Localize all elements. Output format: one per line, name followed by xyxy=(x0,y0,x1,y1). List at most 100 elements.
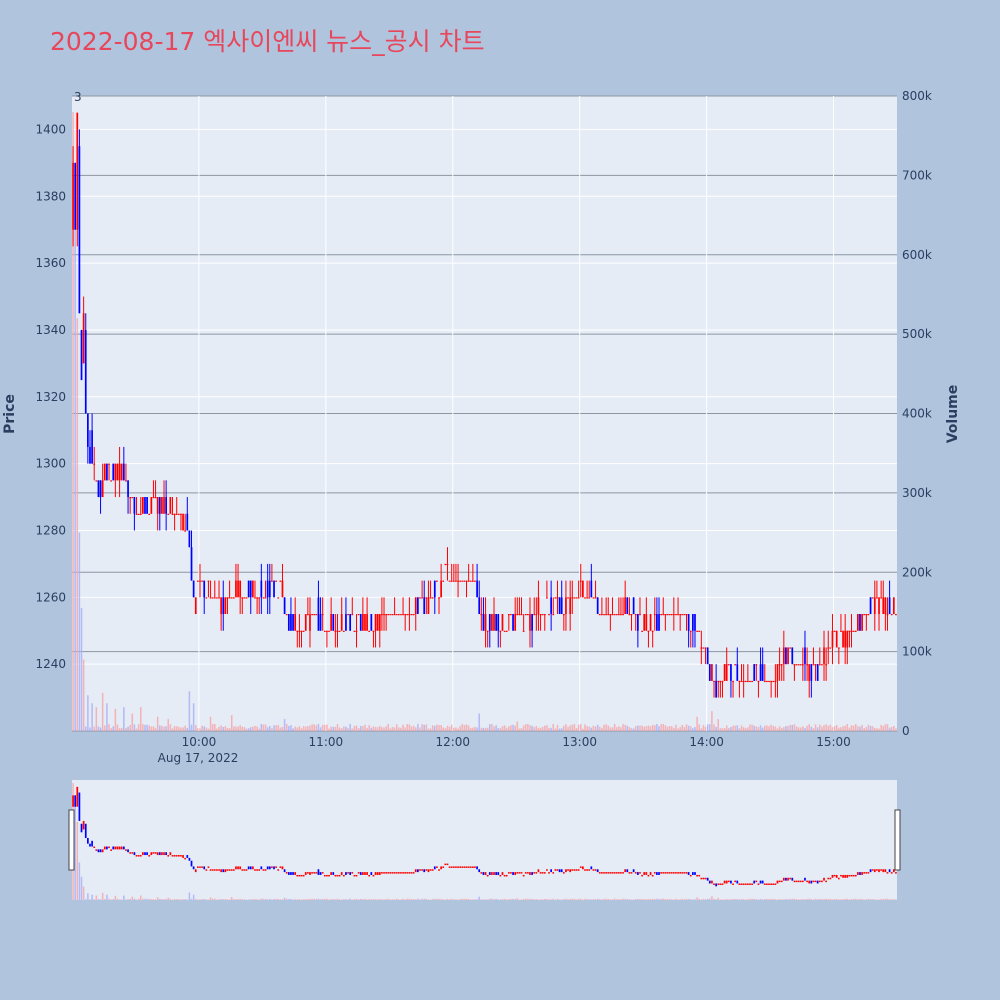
candle-body xyxy=(499,630,502,632)
volume-bar xyxy=(560,728,563,731)
slider-volume-bar xyxy=(789,898,791,900)
slider-volume-bar xyxy=(660,898,662,900)
volume-bar xyxy=(480,727,483,731)
volume-bar xyxy=(442,727,445,731)
slider-volume-bar xyxy=(694,899,696,900)
slider-candle xyxy=(271,866,273,868)
candle-body xyxy=(617,614,620,616)
annotation-label: 3 xyxy=(74,90,82,104)
candle-body xyxy=(571,597,574,599)
slider-volume-bar xyxy=(783,899,785,900)
slider-candle xyxy=(129,852,132,854)
candle-body xyxy=(802,664,804,666)
slider-candle xyxy=(884,869,887,873)
slider-candle xyxy=(177,855,180,857)
slider-candle xyxy=(474,866,476,868)
slider-volume-bar xyxy=(749,898,751,900)
volume-bar xyxy=(285,723,288,731)
volume-bar xyxy=(880,724,882,731)
slider-volume-bar xyxy=(93,899,95,900)
volume-bar xyxy=(512,724,514,731)
slider-candle xyxy=(782,877,785,881)
slider-candle xyxy=(647,874,650,877)
slider-volume-bar xyxy=(895,899,897,900)
slider-volume-bar xyxy=(271,899,273,900)
volume-tick-label: 100k xyxy=(902,645,932,659)
slider-candle xyxy=(577,869,580,871)
slider-candle xyxy=(258,869,261,871)
candle-body xyxy=(349,614,352,631)
volume-bar xyxy=(277,725,280,731)
volume-bar xyxy=(349,724,351,731)
volume-bar xyxy=(797,727,800,731)
slider-volume-bar xyxy=(609,899,612,900)
slider-candle xyxy=(598,872,601,874)
slider-candle xyxy=(417,869,419,873)
slider-candle xyxy=(93,846,96,849)
slider-candle xyxy=(395,872,398,874)
slider-volume-bar xyxy=(810,899,813,900)
volume-bar xyxy=(831,727,834,731)
slider-volume-bar xyxy=(634,899,637,900)
slider-volume-bar xyxy=(717,897,720,900)
slider-candle xyxy=(802,880,804,883)
slider-candle xyxy=(869,869,872,873)
slider-volume-bar xyxy=(806,899,808,900)
slider-volume-bar xyxy=(330,899,332,900)
volume-bar xyxy=(446,725,449,731)
slider-volume-bar xyxy=(192,894,195,900)
candle-body xyxy=(323,630,326,632)
volume-bar xyxy=(774,726,777,731)
slider-candle xyxy=(158,852,161,856)
slider-volume-bar xyxy=(459,899,461,900)
slider-volume-bar xyxy=(304,899,307,900)
slider-volume-bar xyxy=(300,899,303,900)
slider-candle xyxy=(99,849,102,853)
slider-candle xyxy=(309,872,311,875)
candle-body xyxy=(135,513,138,515)
volume-bar xyxy=(799,727,802,731)
candle-body xyxy=(679,614,682,616)
volume-bar xyxy=(154,727,157,731)
candle-body xyxy=(474,580,476,582)
slider-candle xyxy=(751,883,753,885)
slider-volume-bar xyxy=(799,899,802,900)
volume-bar xyxy=(228,728,231,731)
candle-body xyxy=(252,580,254,598)
slider-volume-bar xyxy=(541,899,544,900)
volume-bar xyxy=(628,726,631,731)
slider-candle xyxy=(541,872,544,874)
slider-volume-bar xyxy=(233,899,235,900)
slider-volume-bar xyxy=(846,898,849,900)
slider-volume-bar xyxy=(780,899,783,900)
slider-volume-bar xyxy=(486,899,489,900)
slider-candle xyxy=(125,849,127,851)
range-slider-right-handle[interactable] xyxy=(894,809,901,871)
volume-bar xyxy=(383,727,385,731)
slider-candle xyxy=(626,869,629,873)
volume-bar xyxy=(596,724,599,731)
volume-bar xyxy=(886,724,889,731)
candle-body xyxy=(770,680,772,683)
slider-candle xyxy=(161,852,163,856)
slider-volume-bar xyxy=(357,899,360,900)
slider-volume-bar xyxy=(419,899,421,900)
slider-candle xyxy=(315,872,318,874)
slider-candle xyxy=(837,877,840,880)
slider-candle xyxy=(766,883,768,885)
volume-bar xyxy=(783,727,785,731)
volume-bar xyxy=(296,727,299,731)
candle-body xyxy=(315,614,318,616)
slider-volume-bar xyxy=(639,898,641,900)
candle-body xyxy=(782,647,785,665)
slider-volume-bar xyxy=(347,899,349,900)
slider-candle xyxy=(662,872,665,874)
slider-candle xyxy=(529,872,531,875)
volume-bar xyxy=(368,725,370,731)
slider-volume-bar xyxy=(738,899,741,900)
slider-candle xyxy=(349,872,352,875)
slider-candle xyxy=(486,874,489,877)
range-slider-left-handle[interactable] xyxy=(68,809,75,871)
range-slider-background[interactable] xyxy=(72,780,897,900)
